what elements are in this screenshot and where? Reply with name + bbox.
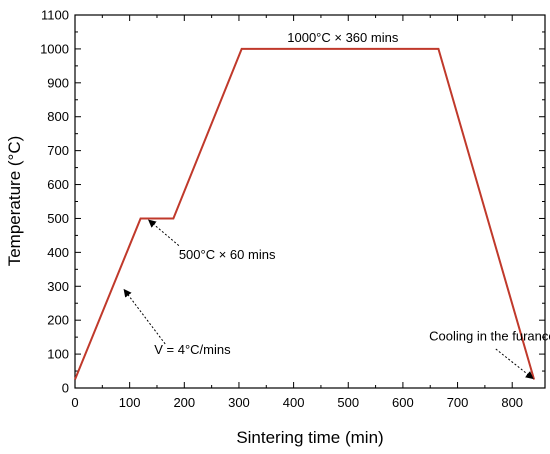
x-tick-label: 0 [71, 395, 78, 410]
y-tick-label: 200 [47, 313, 69, 328]
series-layer [74, 47, 536, 380]
annotation-arrow [123, 288, 166, 345]
y-axis-title: Temperature (°C) [5, 136, 24, 267]
x-tick-label: 100 [119, 395, 141, 410]
y-tick-label: 900 [47, 75, 69, 90]
x-axis-ticks: 0 100 200 300 400 500 600 700 800 [71, 15, 523, 410]
annotation-label: Cooling in the furance [429, 329, 550, 344]
annotation-label: 500°C × 60 mins [179, 247, 276, 262]
y-tick-label: 1000 [40, 41, 69, 56]
y-tick-label: 800 [47, 109, 69, 124]
annotation-label: V = 4°C/mins [154, 342, 231, 357]
x-tick-label: 700 [447, 395, 469, 410]
y-axis-ticks: 0 100 200 300 400 500 600 700 800 900 1000 1100 [40, 8, 545, 396]
y-tick-label: 400 [47, 245, 69, 260]
x-tick-label: 200 [173, 395, 195, 410]
x-tick-label: 400 [283, 395, 305, 410]
y-tick-label: 600 [47, 177, 69, 192]
y-tick-label: 700 [47, 143, 69, 158]
y-tick-label: 1100 [41, 8, 69, 23]
y-tick-label: 100 [47, 347, 69, 362]
x-tick-label: 800 [501, 395, 523, 410]
annotation-layer: 1000°C × 360 mins 500°C × 60 mins V = 4°C/… [123, 30, 550, 380]
x-tick-label: 500 [337, 395, 359, 410]
annotation-arrow [148, 219, 180, 246]
x-tick-label: 300 [228, 395, 250, 410]
x-tick-label: 600 [392, 395, 414, 410]
y-tick-label: 300 [47, 279, 69, 294]
temperature-profile-line [74, 47, 536, 380]
y-tick-label: 0 [62, 381, 69, 396]
annotation-label: 1000°C × 360 mins [287, 30, 399, 45]
y-tick-label: 500 [47, 211, 69, 226]
x-axis-title: Sintering time (min) [236, 428, 383, 447]
